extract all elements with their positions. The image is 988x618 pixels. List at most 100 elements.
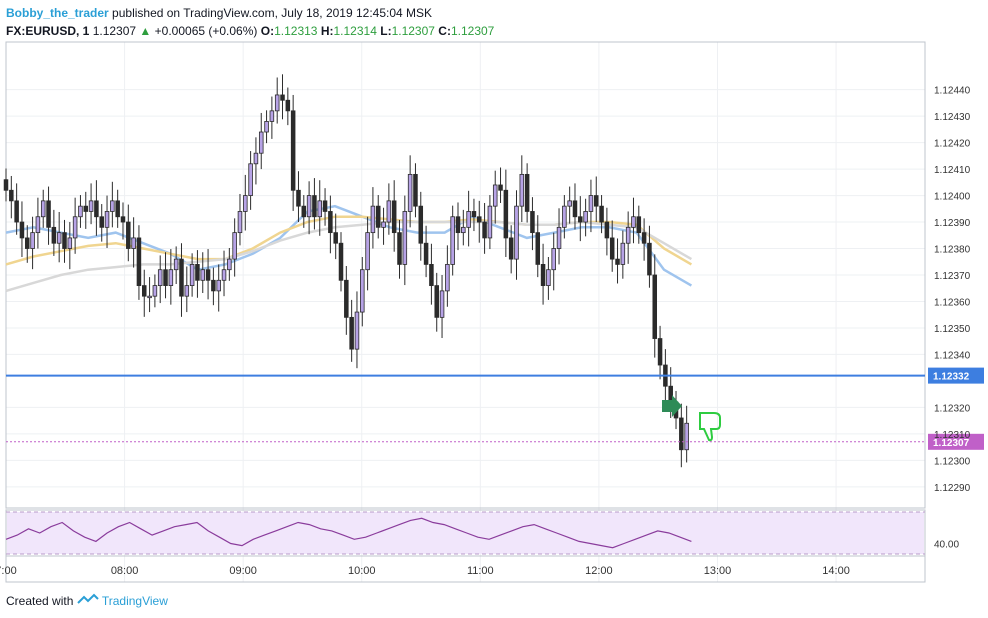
candle[interactable] xyxy=(147,277,152,313)
candle[interactable] xyxy=(663,349,668,407)
candle[interactable] xyxy=(322,188,328,226)
price-lines[interactable]: 1.12332 1.12307 xyxy=(6,367,984,450)
candle[interactable] xyxy=(184,266,190,313)
candle[interactable] xyxy=(593,176,599,223)
candle[interactable] xyxy=(397,219,402,279)
candle[interactable] xyxy=(19,201,25,257)
candle[interactable] xyxy=(152,274,158,308)
candle[interactable] xyxy=(407,155,413,228)
candle[interactable] xyxy=(599,195,604,234)
candle[interactable] xyxy=(312,178,317,230)
candle[interactable] xyxy=(274,77,280,124)
candles[interactable] xyxy=(3,74,689,468)
candle[interactable] xyxy=(652,254,658,358)
candle[interactable] xyxy=(365,216,370,291)
candle[interactable] xyxy=(402,195,408,286)
candle[interactable] xyxy=(631,197,636,244)
candle[interactable] xyxy=(115,189,120,228)
candle[interactable] xyxy=(354,291,360,369)
candle[interactable] xyxy=(110,181,115,228)
candle[interactable] xyxy=(418,191,424,261)
candle[interactable] xyxy=(264,110,269,144)
time-axis[interactable]: 7:00 08:00 09:00 10:00 11:00 12:00 13:00 14:00 xyxy=(0,565,850,577)
candle[interactable] xyxy=(439,275,445,339)
candle[interactable] xyxy=(583,198,588,237)
candle[interactable] xyxy=(243,174,248,231)
price-axis[interactable]: 1.12440 1.12430 1.12420 1.12410 1.12400 1.123… xyxy=(934,86,971,494)
candle[interactable] xyxy=(375,195,381,239)
candle[interactable] xyxy=(620,230,626,279)
candle[interactable] xyxy=(195,250,200,298)
candle[interactable] xyxy=(46,186,51,245)
candle[interactable] xyxy=(338,232,344,292)
candle[interactable] xyxy=(423,225,429,278)
candle[interactable] xyxy=(572,183,578,230)
candle[interactable] xyxy=(551,232,556,291)
candle[interactable] xyxy=(615,238,620,284)
candle[interactable] xyxy=(429,243,434,305)
candle[interactable] xyxy=(269,96,275,139)
candle[interactable] xyxy=(498,167,503,203)
candle[interactable] xyxy=(179,243,184,317)
candle[interactable] xyxy=(317,180,322,236)
candle[interactable] xyxy=(567,186,572,224)
candle[interactable] xyxy=(519,155,525,223)
rsi-pane[interactable]: 40.00 xyxy=(5,511,959,555)
candle[interactable] xyxy=(482,202,487,254)
candle[interactable] xyxy=(445,245,450,307)
candle[interactable] xyxy=(514,190,519,280)
candle[interactable] xyxy=(301,195,307,228)
candle[interactable] xyxy=(562,195,567,239)
candle[interactable] xyxy=(296,171,301,223)
candle[interactable] xyxy=(56,211,62,263)
candle[interactable] xyxy=(72,197,78,254)
candle[interactable] xyxy=(391,180,397,252)
candle[interactable] xyxy=(461,209,466,246)
candle[interactable] xyxy=(14,183,19,235)
candle[interactable] xyxy=(88,183,94,225)
candle[interactable] xyxy=(455,202,461,251)
candle[interactable] xyxy=(508,225,514,274)
candle[interactable] xyxy=(434,272,439,332)
candle[interactable] xyxy=(99,204,104,242)
tradingview-brand[interactable]: TradingView xyxy=(101,594,168,608)
candle[interactable] xyxy=(104,195,110,248)
candle[interactable] xyxy=(477,200,482,243)
candle[interactable] xyxy=(524,163,530,223)
candle[interactable] xyxy=(126,204,131,262)
candle[interactable] xyxy=(141,269,147,317)
candle[interactable] xyxy=(503,169,509,257)
candle[interactable] xyxy=(679,403,684,468)
candle[interactable] xyxy=(232,218,237,277)
candle[interactable] xyxy=(588,179,594,233)
candle[interactable] xyxy=(221,250,227,297)
candle[interactable] xyxy=(471,198,477,232)
candle[interactable] xyxy=(604,207,610,256)
candle[interactable] xyxy=(78,195,83,228)
candle[interactable] xyxy=(360,256,365,327)
candle[interactable] xyxy=(535,215,541,278)
candle[interactable] xyxy=(237,193,243,246)
candle[interactable] xyxy=(189,253,195,297)
candle[interactable] xyxy=(83,191,89,229)
candle[interactable] xyxy=(540,243,546,305)
candle[interactable] xyxy=(647,225,652,288)
candle[interactable] xyxy=(258,112,264,170)
candle[interactable] xyxy=(216,264,221,312)
candle[interactable] xyxy=(492,170,498,224)
candle[interactable] xyxy=(625,211,631,264)
candle[interactable] xyxy=(349,299,354,362)
candle[interactable] xyxy=(413,163,418,218)
candle[interactable] xyxy=(609,220,615,272)
candle[interactable] xyxy=(636,205,642,244)
candle[interactable] xyxy=(173,246,179,285)
candle[interactable] xyxy=(3,168,9,202)
candle[interactable] xyxy=(578,196,583,242)
candle[interactable] xyxy=(381,207,386,245)
candle[interactable] xyxy=(200,252,206,294)
candle[interactable] xyxy=(546,256,551,300)
candle[interactable] xyxy=(466,190,471,247)
candle[interactable] xyxy=(306,181,312,235)
candle[interactable] xyxy=(285,87,291,126)
